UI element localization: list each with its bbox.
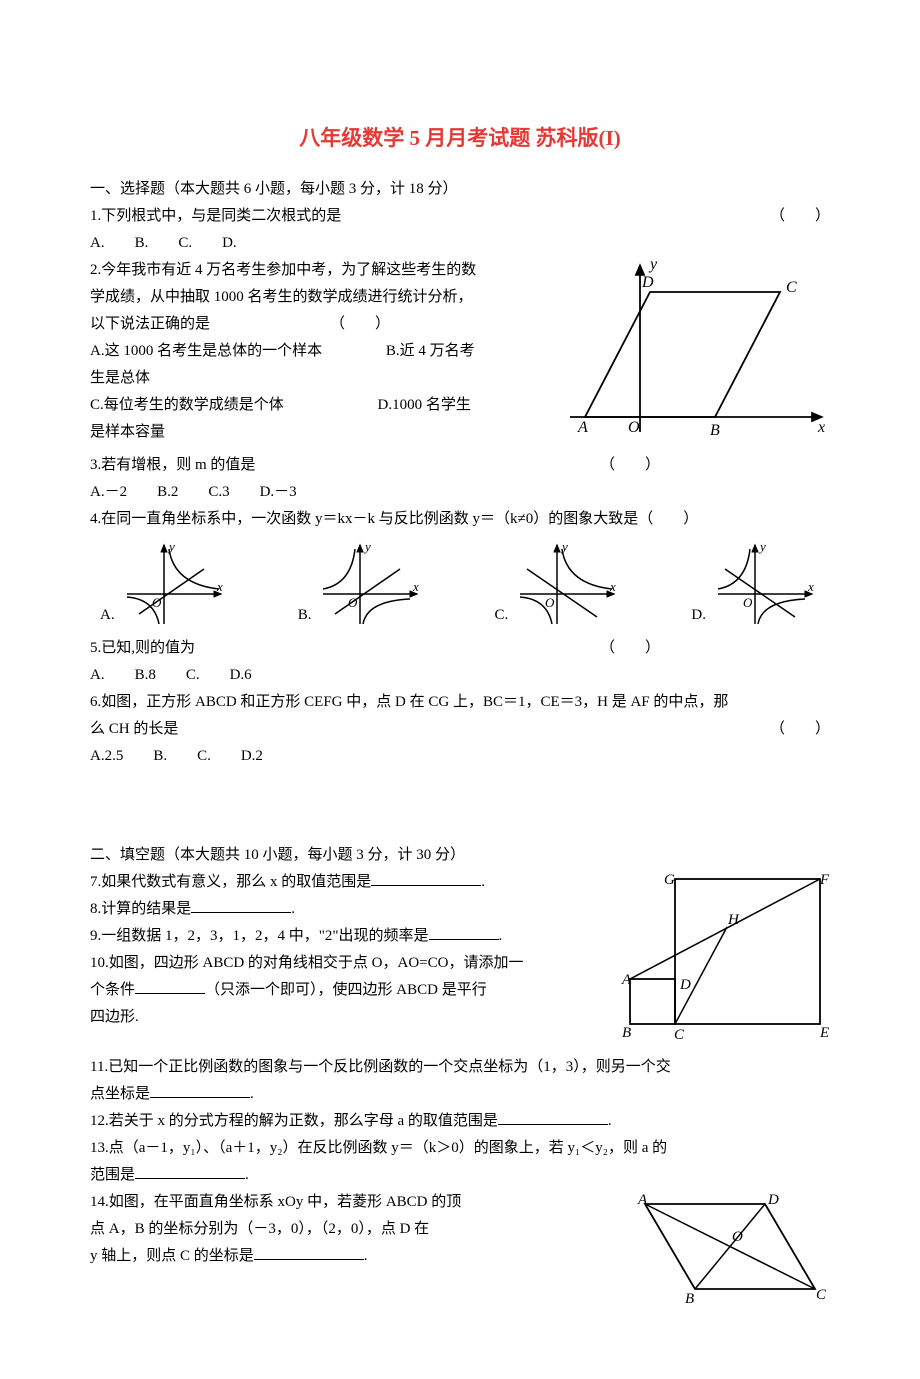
q4-option-b: B. O x y [298, 539, 426, 629]
q10-blank [135, 979, 205, 994]
q14-line2: 点 A，B 的坐标分别为（－3，0），（2，0），点 D 在 [90, 1216, 830, 1243]
q1-options: A. B. C. D. [90, 230, 830, 257]
q14-blank [254, 1245, 364, 1260]
question-1: 1.下列根式中，与是同类二次根式的是 （ ） [90, 203, 830, 230]
q4-option-c: C. O x y [495, 539, 623, 629]
q6-paren: （ ） [770, 716, 830, 743]
section2-header: 二、填空题（本大题共 10 小题，每小题 3 分，计 30 分） [90, 842, 830, 869]
svg-text:x: x [216, 579, 223, 594]
q10-line2-before: 个条件 [90, 982, 135, 998]
question-14: 14.如图，在平面直角坐标系 xOy 中，若菱形 ABCD 的顶 点 A，B 的… [90, 1189, 830, 1270]
q2-optC: C.每位考生的数学成绩是个体 [90, 397, 284, 413]
q4-text: 4.在同一直角坐标系中，一次函数 y＝kx－k 与反比例函数 y＝（k≠0）的图… [90, 511, 698, 527]
q2-optD: D.1000 名学生 [378, 397, 471, 413]
q8-before: 8.计算的结果是 [90, 901, 191, 917]
q7-before: 7.如果代数式有意义，那么 x 的取值范围是 [90, 874, 371, 890]
q11-line1: 11.已知一个正比例函数的图象与一个反比例函数的一个交点坐标为（1，3），则另一… [90, 1054, 830, 1081]
svg-text:C: C [816, 1287, 827, 1303]
q11-line2-after: . [250, 1086, 254, 1102]
q4-option-d: D. O x y [691, 539, 820, 629]
question-2: 2.今年我市有近 4 万名考生参加中考，为了解这些考生的数 学成绩，从中抽取 1… [90, 257, 830, 446]
svg-text:O: O [152, 595, 162, 610]
graph-c-icon: O x y [512, 539, 622, 629]
q9-blank [429, 925, 499, 940]
q2-line3: 以下说法正确的是 [90, 316, 210, 332]
q2-optB: B.近 4 万名考 [386, 343, 475, 359]
graph-d-icon: O x y [710, 539, 820, 629]
question-8: 8.计算的结果是. [90, 896, 830, 923]
q13-line2-before: 范围是 [90, 1167, 135, 1183]
q2-optA: A.这 1000 名考生是总体的一个样本 [90, 343, 322, 359]
q13-line1: 13.点（a－1，y₁）、（a＋1，y₂）在反比例函数 y＝（k＞0）的图象上，… [90, 1135, 830, 1162]
svg-text:y: y [758, 539, 766, 554]
svg-text:y: y [560, 539, 568, 554]
q14-line3-after: . [364, 1248, 368, 1264]
question-7: 7.如果代数式有意义，那么 x 的取值范围是. [90, 869, 830, 896]
q14-line1: 14.如图，在平面直角坐标系 xOy 中，若菱形 ABCD 的顶 [90, 1189, 830, 1216]
q8-blank [191, 898, 291, 913]
question-3: 3.若有增根，则 m 的值是 （ ） [90, 452, 830, 479]
q5-options: A. B.8 C. D.6 [90, 662, 830, 689]
q4-label-d: D. [691, 602, 706, 629]
q7-after: . [481, 874, 485, 890]
q10-line1: 10.如图，四边形 ABCD 的对角线相交于点 O，AO=CO，请添加一 [90, 950, 830, 977]
q12-before: 12.若关于 x 的分式方程的解为正数，那么字母 a 的取值范围是 [90, 1113, 498, 1129]
q4-label-c: C. [495, 602, 509, 629]
svg-text:x: x [609, 579, 616, 594]
svg-text:x: x [412, 579, 419, 594]
svg-text:O: O [545, 595, 555, 610]
q5-paren: （ ） [600, 635, 660, 662]
question-13: 13.点（a－1，y₁）、（a＋1，y₂）在反比例函数 y＝（k＞0）的图象上，… [90, 1135, 830, 1189]
graph-b-icon: O x y [315, 539, 425, 629]
q6-options: A.2.5 B. C. D.2 [90, 743, 830, 770]
q1-text: 1.下列根式中，与是同类二次根式的是 [90, 208, 341, 224]
q2-paren: （ ） [330, 311, 390, 338]
q1-paren: （ ） [770, 203, 830, 230]
question-10: 10.如图，四边形 ABCD 的对角线相交于点 O，AO=CO，请添加一 个条件… [90, 950, 830, 1031]
question-6: 6.如图，正方形 ABCD 和正方形 CEFG 中，点 D 在 CG 上，BC＝… [90, 689, 830, 743]
q6-line1: 6.如图，正方形 ABCD 和正方形 CEFG 中，点 D 在 CG 上，BC＝… [90, 689, 830, 716]
question-12: 12.若关于 x 的分式方程的解为正数，那么字母 a 的取值范围是. [90, 1108, 830, 1135]
q2-optD2: 是样本容量 [90, 419, 830, 446]
svg-text:O: O [743, 595, 753, 610]
q7-blank [371, 871, 481, 886]
q3-options: A.－2 B.2 C.3 D.－3 [90, 479, 830, 506]
q12-after: . [608, 1113, 612, 1129]
q13-blank [135, 1164, 245, 1179]
q12-blank [498, 1110, 608, 1125]
svg-text:O: O [348, 595, 358, 610]
svg-text:y: y [167, 539, 175, 554]
q4-label-b: B. [298, 602, 312, 629]
q4-option-a: A. O x y [100, 539, 229, 629]
question-5: 5.已知,则的值为 （ ） [90, 635, 830, 662]
q9-before: 9.一组数据 1，2，3，1，2，4 中，"2"出现的频率是 [90, 928, 429, 944]
page-title: 八年级数学 5 月月考试题 苏科版(I) [90, 120, 830, 158]
question-11: 11.已知一个正比例函数的图象与一个反比例函数的一个交点坐标为（1，3），则另一… [90, 1054, 830, 1108]
q11-blank [150, 1083, 250, 1098]
q4-label-a: A. [100, 602, 115, 629]
q9-after: . [499, 928, 503, 944]
q5-text: 5.已知,则的值为 [90, 640, 195, 656]
question-9: 9.一组数据 1，2，3，1，2，4 中，"2"出现的频率是. [90, 923, 830, 950]
svg-text:B: B [685, 1291, 694, 1307]
q2-optB2: 生是总体 [90, 365, 830, 392]
q11-line2-before: 点坐标是 [90, 1086, 150, 1102]
q10-line2-after: （只添一个即可），使四边形 ABCD 是平行 [205, 982, 487, 998]
section1-header: 一、选择题（本大题共 6 小题，每小题 3 分，计 18 分） [90, 176, 830, 203]
question-4: 4.在同一直角坐标系中，一次函数 y＝kx－k 与反比例函数 y＝（k≠0）的图… [90, 506, 830, 533]
q14-line3-before: y 轴上，则点 C 的坐标是 [90, 1248, 254, 1264]
q4-graph-options: A. O x y B. O x y C. O [90, 539, 830, 629]
svg-text:x: x [807, 579, 814, 594]
q8-after: . [291, 901, 295, 917]
q10-line3: 四边形. [90, 1004, 830, 1031]
svg-text:y: y [363, 539, 371, 554]
q13-line2-after: . [245, 1167, 249, 1183]
q2-line2: 学成绩，从中抽取 1000 名考生的数学成绩进行统计分析， [90, 284, 830, 311]
q6-line2: 么 CH 的长是 [90, 721, 178, 737]
q3-text: 3.若有增根，则 m 的值是 [90, 457, 255, 473]
graph-a-icon: O x y [119, 539, 229, 629]
q2-line1: 2.今年我市有近 4 万名考生参加中考，为了解这些考生的数 [90, 257, 830, 284]
q3-paren: （ ） [600, 452, 660, 479]
